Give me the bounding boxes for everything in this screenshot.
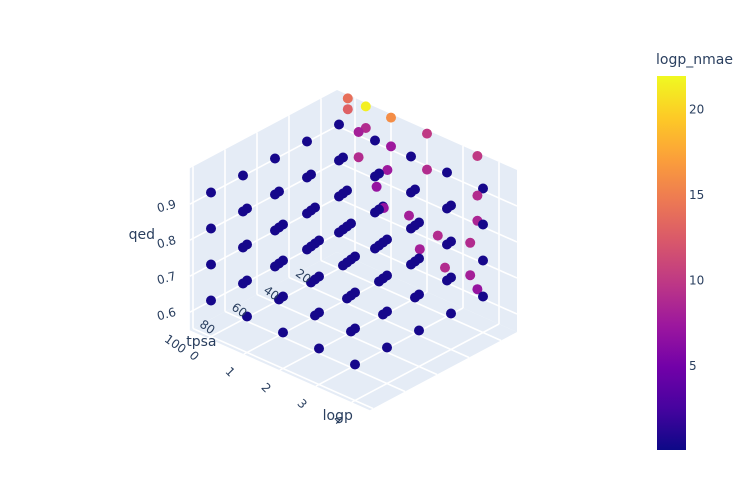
data-point	[350, 360, 360, 370]
data-point	[270, 154, 280, 164]
data-point	[406, 224, 416, 234]
data-point	[478, 220, 488, 230]
data-point	[472, 191, 482, 201]
y-tick-label: 100	[162, 332, 189, 357]
colorbar-title: logp_nmae	[656, 52, 733, 68]
data-point	[238, 171, 248, 181]
z-tick-label: 0.7	[155, 269, 177, 287]
data-point	[472, 151, 482, 161]
data-point	[334, 156, 344, 166]
z-tick-label: 0.8	[155, 233, 177, 251]
data-point	[406, 152, 416, 162]
data-point	[270, 226, 280, 236]
data-point	[334, 228, 344, 238]
data-point	[386, 113, 396, 123]
data-point	[374, 277, 384, 287]
data-point	[415, 244, 425, 254]
x-tick-label: 2	[259, 380, 274, 395]
data-point	[422, 129, 432, 139]
data-point	[433, 231, 443, 241]
data-point	[442, 240, 452, 250]
data-point	[465, 238, 475, 248]
data-point	[370, 208, 380, 218]
data-point	[372, 182, 382, 192]
data-point	[442, 168, 452, 178]
x-axis-title: logp	[323, 408, 353, 424]
y-axis-title: tpsa	[186, 334, 216, 350]
colorbar-tick-label: 15	[689, 188, 704, 202]
colorbar-tick-label: 20	[689, 103, 704, 117]
data-point	[406, 188, 416, 198]
data-point	[370, 172, 380, 182]
data-point	[302, 137, 312, 147]
data-point	[206, 296, 216, 306]
x-tick-label: 1	[223, 364, 238, 379]
colorbar-gradient	[657, 76, 686, 450]
data-point	[422, 165, 432, 175]
colorbar-tick-label: 10	[689, 273, 704, 287]
data-point	[370, 136, 380, 146]
data-point	[310, 311, 320, 321]
data-point	[361, 101, 371, 111]
x-tick-label: 0	[187, 348, 202, 363]
x-tick-label: 3	[295, 396, 310, 411]
data-point	[465, 270, 475, 280]
data-point	[414, 326, 424, 336]
data-point	[278, 328, 288, 338]
data-point	[370, 244, 380, 254]
data-point	[334, 120, 344, 130]
data-point	[270, 262, 280, 272]
data-point	[270, 190, 280, 200]
data-point	[238, 279, 248, 289]
z-tick-label: 0.9	[155, 197, 177, 215]
data-point	[314, 344, 324, 354]
data-point	[338, 261, 348, 271]
data-point	[206, 260, 216, 270]
data-point	[478, 256, 488, 266]
data-point	[446, 309, 456, 319]
data-point	[346, 327, 356, 337]
data-point	[238, 243, 248, 253]
data-point	[302, 245, 312, 255]
data-point	[206, 224, 216, 234]
data-point	[343, 104, 353, 114]
data-point	[404, 211, 414, 221]
colorbar-ticks: 5 10 15 20	[689, 103, 704, 373]
z-axis-title: qed	[129, 227, 155, 243]
data-point	[334, 192, 344, 202]
colorbar-tick-label: 5	[689, 359, 697, 373]
data-point	[442, 204, 452, 214]
data-point	[342, 294, 352, 304]
data-point	[354, 152, 364, 162]
data-point	[378, 310, 388, 320]
colorbar: logp_nmae 5 10 15 20	[656, 52, 733, 450]
data-point	[410, 293, 420, 303]
data-point	[206, 188, 216, 198]
data-point	[406, 260, 416, 270]
data-point	[442, 276, 452, 286]
data-point	[478, 292, 488, 302]
data-point	[382, 343, 392, 353]
data-point	[302, 209, 312, 219]
data-point	[386, 141, 396, 151]
data-point	[302, 173, 312, 183]
data-point	[343, 93, 353, 103]
data-point	[440, 263, 450, 273]
data-point	[354, 127, 364, 137]
data-point	[238, 207, 248, 217]
z-tick-label: 0.6	[155, 305, 177, 323]
